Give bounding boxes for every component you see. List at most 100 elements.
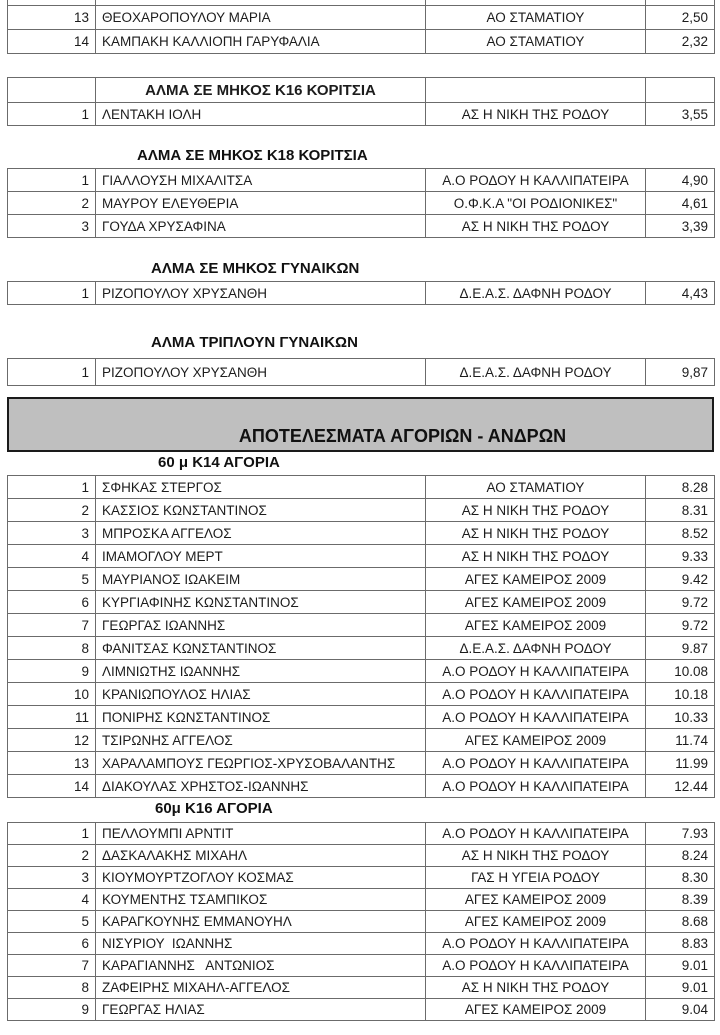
club-cell: Δ.Ε.Α.Σ. ΔΑΦΝΗ ΡΟΔΟΥ — [425, 281, 646, 305]
athlete-name-cell: ΚΑΜΠΑΚΗ ΚΑΛΛΙΟΠΗ ΓΑΡΥΦΑΛΙΑ — [95, 29, 426, 54]
athlete-name-cell: ΛΕΝΤΑΚΗ ΙΟΛΗ — [95, 102, 426, 126]
result-row: 2 ΜΑΥΡΟΥ ΕΛΕΥΘΕΡΙΑ Ο.Φ.Κ.Α "ΟΙ ΡΟΔΙΟΝΙΚΕΣ"… — [7, 191, 715, 215]
athlete-name-cell: ΚΑΡΑΓΙΑΝΝΗΣ ΑΝΤΩΝΙΟΣ — [95, 954, 426, 977]
result-cell: 2,32 — [645, 29, 715, 54]
result-cell: 4,90 — [645, 168, 715, 192]
result-row: 1 ΡΙΖΟΠΟΥΛΟΥ ΧΡΥΣΑΝΘΗ Δ.Ε.Α.Σ. ΔΑΦΝΗ ΡΟΔΟΥ… — [7, 358, 715, 386]
rank-cell: 1 — [7, 475, 96, 499]
club-cell: Α.Ο ΡΟΔΟΥ Η ΚΑΛΛΙΠΑΤΕΙΡΑ — [425, 659, 646, 683]
club-cell: Α.Ο ΡΟΔΟΥ Η ΚΑΛΛΙΠΑΤΕΙΡΑ — [425, 822, 646, 845]
result-cell: 9.42 — [645, 567, 715, 591]
result-row: 1 ΓΙΑΛΛΟΥΣΗ ΜΙΧΑΛΙΤΣΑ Α.Ο ΡΟΔΟΥ Η ΚΑΛΛΙΠΑΤ… — [7, 168, 715, 192]
athlete-name-cell: ΚΑΡΑΓΚΟΥΝΗΣ ΕΜΜΑΝΟΥΗΛ — [95, 910, 426, 933]
club-cell: ΑΓΕΣ ΚΑΜΕΙΡΟΣ 2009 — [425, 910, 646, 933]
athlete-name-cell: ΓΟΥΔΑ ΧΡΥΣΑΦΙΝΑ — [95, 214, 426, 238]
club-cell: Α.Ο ΡΟΔΟΥ Η ΚΑΛΛΙΠΑΤΕΙΡΑ — [425, 751, 646, 775]
result-cell: 4,43 — [645, 281, 715, 305]
athlete-name-cell: ΔΙΑΚΟΥΛΑΣ ΧΡΗΣΤΟΣ-ΙΩΑΝΝΗΣ — [95, 774, 426, 798]
club-cell: ΑΓΕΣ ΚΑΜΕΙΡΟΣ 2009 — [425, 567, 646, 591]
result-cell: 10.18 — [645, 682, 715, 706]
result-cell: 12.44 — [645, 774, 715, 798]
result-row: 9 ΛΙΜΝΙΩΤΗΣ ΙΩΑΝΝΗΣ Α.Ο ΡΟΔΟΥ Η ΚΑΛΛΙΠΑΤΕΙ… — [7, 659, 715, 683]
rank-cell: 2 — [7, 498, 96, 522]
result-row: 3 ΜΠΡΟΣΚΑ ΑΓΓΕΛΟΣ ΑΣ Η ΝΙΚΗ ΤΗΣ ΡΟΔΟΥ 8.52 — [7, 521, 715, 545]
club-cell: ΑΓΕΣ ΚΑΜΕΙΡΟΣ 2009 — [425, 888, 646, 911]
results-table-women-triple-jump: 1 ΡΙΖΟΠΟΥΛΟΥ ΧΡΥΣΑΝΘΗ Δ.Ε.Α.Σ. ΔΑΦΝΗ ΡΟΔΟΥ… — [7, 358, 715, 386]
rank-cell: 1 — [7, 168, 96, 192]
athlete-name-cell: ΠΟΝΙΡΗΣ ΚΩΝΣΤΑΝΤΙΝΟΣ — [95, 705, 426, 729]
athlete-name-cell: ΓΕΩΡΓΑΣ ΙΩΑΝΝΗΣ — [95, 613, 426, 637]
result-cell: 8.28 — [645, 475, 715, 499]
rank-cell: 3 — [7, 521, 96, 545]
rank-cell: 1 — [7, 102, 96, 126]
result-cell: 8.31 — [645, 498, 715, 522]
rank-cell: 9 — [7, 659, 96, 683]
result-row: 13 ΘΕΟΧΑΡΟΠΟΥΛΟΥ ΜΑΡΙΑ ΑΟ ΣΤΑΜΑΤΙΟΥ 2,50 — [7, 5, 715, 30]
rank-cell: 1 — [7, 358, 96, 386]
rank-cell: 5 — [7, 567, 96, 591]
rank-cell: 11 — [7, 705, 96, 729]
result-row: 1 ΡΙΖΟΠΟΥΛΟΥ ΧΡΥΣΑΝΘΗ Δ.Ε.Α.Σ. ΔΑΦΝΗ ΡΟΔΟΥ… — [7, 281, 715, 305]
club-cell: ΑΣ Η ΝΙΚΗ ΤΗΣ ΡΟΔΟΥ — [425, 976, 646, 999]
table-title-row: ΑΛΜΑ ΣΕ ΜΗΚΟΣ Κ16 ΚΟΡΙΤΣΙΑ — [7, 77, 715, 103]
rank-cell: 10 — [7, 682, 96, 706]
result-cell: 9.01 — [645, 954, 715, 977]
results-table-women-long-jump: 1 ΡΙΖΟΠΟΥΛΟΥ ΧΡΥΣΑΝΘΗ Δ.Ε.Α.Σ. ΔΑΦΝΗ ΡΟΔΟΥ… — [7, 281, 715, 305]
athlete-name-cell: ΚΡΑΝΙΩΠΟΥΛΟΣ ΗΛΙΑΣ — [95, 682, 426, 706]
rank-cell: 3 — [7, 214, 96, 238]
club-cell: ΑΟ ΣΤΑΜΑΤΙΟΥ — [425, 5, 646, 30]
result-cell: 9.72 — [645, 590, 715, 614]
section-heading-k14-boys-60m: 60 μ Κ14 ΑΓΟΡΙΑ — [158, 454, 280, 471]
result-cell: 8.30 — [645, 866, 715, 889]
rank-cell: 5 — [7, 910, 96, 933]
result-row: 10 ΚΡΑΝΙΩΠΟΥΛΟΣ ΗΛΙΑΣ Α.Ο ΡΟΔΟΥ Η ΚΑΛΛΙΠΑΤ… — [7, 682, 715, 706]
result-row: 14 ΔΙΑΚΟΥΛΑΣ ΧΡΗΣΤΟΣ-ΙΩΑΝΝΗΣ Α.Ο ΡΟΔΟΥ Η Κ… — [7, 774, 715, 798]
result-row: 9 ΓΕΩΡΓΑΣ ΗΛΙΑΣ ΑΓΕΣ ΚΑΜΕΙΡΟΣ 2009 9.04 — [7, 998, 715, 1021]
result-cell: 8.24 — [645, 844, 715, 867]
section-title: ΑΛΜΑ ΣΕ ΜΗΚΟΣ Κ16 ΚΟΡΙΤΣΙΑ — [95, 77, 426, 103]
result-row: 1 ΣΦΗΚΑΣ ΣΤΕΡΓΟΣ ΑΟ ΣΤΑΜΑΤΙΟΥ 8.28 — [7, 475, 715, 499]
rank-cell: 7 — [7, 954, 96, 977]
club-cell: ΑΣ Η ΝΙΚΗ ΤΗΣ ΡΟΔΟΥ — [425, 844, 646, 867]
club-cell: ΑΓΕΣ ΚΑΜΕΙΡΟΣ 2009 — [425, 613, 646, 637]
rank-cell: 8 — [7, 976, 96, 999]
results-banner-boys-men: ΑΠΟΤΕΛΕΣΜΑΤΑ ΑΓΟΡΙΩΝ - ΑΝΔΡΩΝ — [7, 397, 714, 452]
rank-cell: 14 — [7, 774, 96, 798]
club-cell: ΑΣ Η ΝΙΚΗ ΤΗΣ ΡΟΔΟΥ — [425, 498, 646, 522]
result-cell: 9.01 — [645, 976, 715, 999]
club-cell: Α.Ο ΡΟΔΟΥ Η ΚΑΛΛΙΠΑΤΕΙΡΑ — [425, 168, 646, 192]
result-row: 1 ΠΕΛΛΟΥΜΠΙ ΑΡΝΤΙΤ Α.Ο ΡΟΔΟΥ Η ΚΑΛΛΙΠΑΤΕΙΡ… — [7, 822, 715, 845]
rank-cell: 12 — [7, 728, 96, 752]
athlete-name-cell: ΜΑΥΡΙΑΝΟΣ ΙΩΑΚΕΙΜ — [95, 567, 426, 591]
results-table-k16-girls-long-jump: ΑΛΜΑ ΣΕ ΜΗΚΟΣ Κ16 ΚΟΡΙΤΣΙΑ 1 ΛΕΝΤΑΚΗ ΙΟΛΗ… — [7, 77, 715, 126]
result-cell: 10.08 — [645, 659, 715, 683]
result-cell: 11.99 — [645, 751, 715, 775]
result-cell: 4,61 — [645, 191, 715, 215]
result-row: 7 ΚΑΡΑΓΙΑΝΝΗΣ ΑΝΤΩΝΙΟΣ Α.Ο ΡΟΔΟΥ Η ΚΑΛΛΙΠΑ… — [7, 954, 715, 977]
club-cell: ΑΓΕΣ ΚΑΜΕΙΡΟΣ 2009 — [425, 728, 646, 752]
result-row: 6 ΚΥΡΓΙΑΦΙΝΗΣ ΚΩΝΣΤΑΝΤΙΝΟΣ ΑΓΕΣ ΚΑΜΕΙΡΟΣ 2… — [7, 590, 715, 614]
rank-cell: 4 — [7, 544, 96, 568]
result-row: 5 ΚΑΡΑΓΚΟΥΝΗΣ ΕΜΜΑΝΟΥΗΛ ΑΓΕΣ ΚΑΜΕΙΡΟΣ 2009… — [7, 910, 715, 933]
result-cell: 9.04 — [645, 998, 715, 1021]
section-heading-k18-girls-long-jump: ΑΛΜΑ ΣΕ ΜΗΚΟΣ Κ18 ΚΟΡΙΤΣΙΑ — [137, 147, 368, 164]
athlete-name-cell: ΣΦΗΚΑΣ ΣΤΕΡΓΟΣ — [95, 475, 426, 499]
rank-cell: 13 — [7, 751, 96, 775]
club-cell: ΑΟ ΣΤΑΜΑΤΙΟΥ — [425, 29, 646, 54]
result-row: 11 ΠΟΝΙΡΗΣ ΚΩΝΣΤΑΝΤΙΝΟΣ Α.Ο ΡΟΔΟΥ Η ΚΑΛΛΙΠ… — [7, 705, 715, 729]
club-cell: ΑΓΕΣ ΚΑΜΕΙΡΟΣ 2009 — [425, 998, 646, 1021]
rank-cell: 2 — [7, 844, 96, 867]
result-row: 4 ΚΟΥΜΕΝΤΗΣ ΤΣΑΜΠΙΚΟΣ ΑΓΕΣ ΚΑΜΕΙΡΟΣ 2009 8.… — [7, 888, 715, 911]
result-cell: 3,39 — [645, 214, 715, 238]
section-heading-k16-boys-60m: 60μ Κ16 ΑΓΟΡΙΑ — [155, 800, 273, 817]
rank-cell: 4 — [7, 888, 96, 911]
rank-cell: 9 — [7, 998, 96, 1021]
result-cell: 9.72 — [645, 613, 715, 637]
result-cell: 8.83 — [645, 932, 715, 955]
athlete-name-cell: ΤΣΙΡΩΝΗΣ ΑΓΓΕΛΟΣ — [95, 728, 426, 752]
result-row: 13 ΧΑΡΑΛΑΜΠΟΥΣ ΓΕΩΡΓΙΟΣ-ΧΡΥΣΟΒΑΛΑΝΤΗΣ Α.Ο … — [7, 751, 715, 775]
result-cell: 9.33 — [645, 544, 715, 568]
section-heading-women-triple-jump: ΑΛΜΑ ΤΡΙΠΛΟΥΝ ΓΥΝΑΙΚΩΝ — [151, 334, 358, 351]
result-row: 14 ΚΑΜΠΑΚΗ ΚΑΛΛΙΟΠΗ ΓΑΡΥΦΑΛΙΑ ΑΟ ΣΤΑΜΑΤΙΟΥ… — [7, 29, 715, 54]
